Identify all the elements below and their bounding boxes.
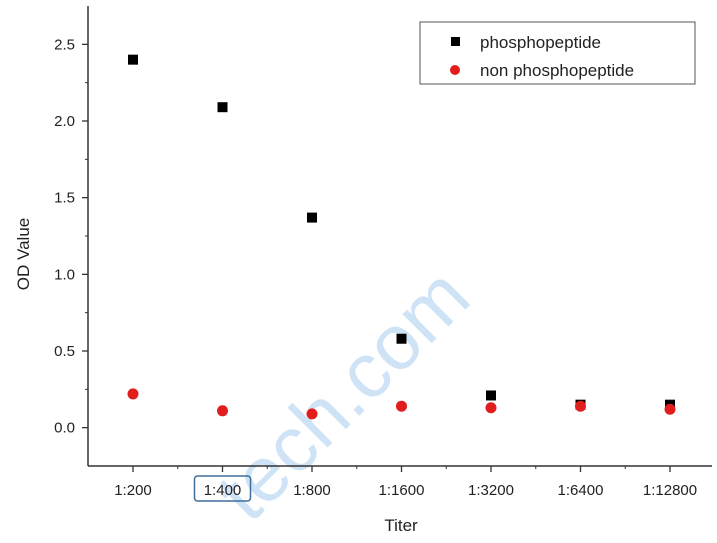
x-axis-title: Titer bbox=[384, 516, 418, 535]
x-tick-label: 1:12800 bbox=[643, 482, 697, 499]
legend-marker-phosphopeptide bbox=[451, 37, 460, 46]
legend: phosphopeptide non phosphopeptide bbox=[419, 21, 696, 85]
legend-marker-non-phosphopeptide bbox=[450, 65, 460, 75]
x-axis-ticks: 1:200 1:400 1:800 1:1600 1:3200 1:6400 1:12800 bbox=[114, 466, 697, 502]
point-non-phosphopeptide bbox=[396, 400, 407, 412]
point-non-phosphopeptide bbox=[217, 405, 228, 417]
legend-label-non-phosphopeptide: non phosphopeptide bbox=[480, 61, 634, 80]
x-tick-label: 1:1600 bbox=[379, 482, 425, 499]
x-tick-label: 1:3200 bbox=[468, 482, 514, 499]
point-non-phosphopeptide bbox=[575, 400, 586, 412]
point-phosphopeptide bbox=[128, 54, 138, 65]
point-phosphopeptide bbox=[486, 390, 496, 401]
point-phosphopeptide bbox=[217, 102, 228, 113]
watermark-text: tech.com bbox=[200, 251, 486, 537]
point-non-phosphopeptide bbox=[127, 388, 139, 400]
y-axis-ticks: 0.0 0.5 1.0 1.5 2.0 2.5 bbox=[54, 36, 88, 437]
x-tick-highlight-box bbox=[193, 475, 252, 502]
x-tick-label: 1:200 bbox=[114, 482, 152, 499]
y-tick-label: 0.0 bbox=[54, 420, 75, 437]
x-tick-label: 1:400 bbox=[204, 482, 242, 499]
point-non-phosphopeptide bbox=[664, 403, 676, 415]
y-tick-label: 2.0 bbox=[54, 113, 75, 130]
data-series bbox=[127, 54, 676, 420]
y-tick-label: 1.5 bbox=[54, 190, 75, 207]
y-tick-label: 2.5 bbox=[54, 36, 75, 53]
x-tick-label: 1:800 bbox=[293, 482, 331, 499]
point-non-phosphopeptide bbox=[306, 408, 318, 420]
legend-label-phosphopeptide: phosphopeptide bbox=[480, 33, 601, 52]
y-tick-label: 1.0 bbox=[54, 266, 75, 283]
legend-box bbox=[419, 21, 696, 85]
x-tick-label: 1:6400 bbox=[558, 482, 604, 499]
y-axis-title: OD Value bbox=[14, 218, 33, 290]
y-tick-label: 0.5 bbox=[54, 343, 75, 360]
point-non-phosphopeptide bbox=[485, 402, 497, 414]
point-phosphopeptide bbox=[396, 333, 407, 344]
point-phosphopeptide bbox=[307, 212, 317, 223]
